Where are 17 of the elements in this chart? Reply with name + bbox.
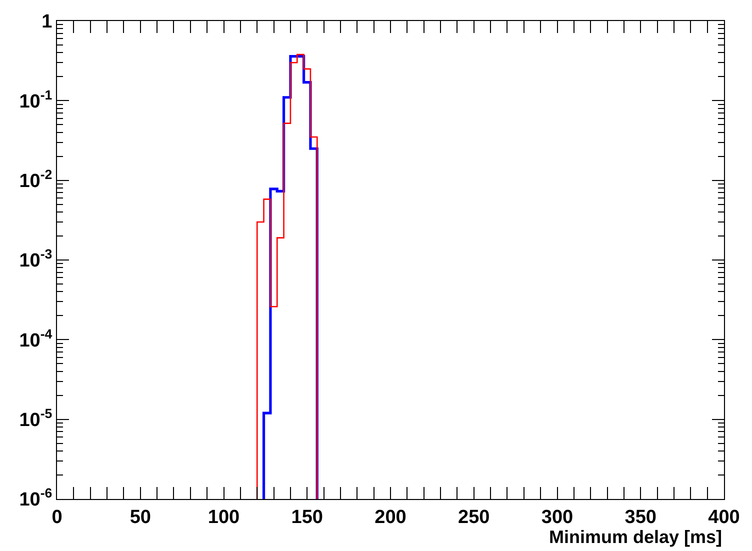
y-tick-label: 1 — [42, 12, 53, 33]
y-tick-label: 10$^{-4}$ — [19, 326, 53, 352]
y-tick-label: 10$^{-1}$ — [19, 87, 53, 112]
y-tick-label: 10$^{-2}$ — [19, 167, 52, 192]
y-tick-label: 10$^{-6}$ — [19, 486, 52, 511]
x-tick-label: 50 — [130, 506, 151, 528]
x-tick-label: 400 — [708, 506, 740, 528]
x-axis-title: Minimum delay [ms] — [549, 527, 722, 547]
y-tick-label: 10$^{-3}$ — [19, 246, 52, 272]
x-tick-label: 300 — [541, 506, 574, 528]
x-tick-label: 100 — [208, 506, 240, 528]
x-tick-label: 150 — [291, 506, 323, 528]
y-tick-label: 10$^{-5}$ — [19, 406, 53, 431]
x-tick-label: 350 — [624, 506, 656, 528]
x-tick-label: 250 — [458, 506, 490, 528]
x-tick-label: 0 — [52, 506, 62, 528]
x-tick-label: 200 — [374, 506, 406, 528]
